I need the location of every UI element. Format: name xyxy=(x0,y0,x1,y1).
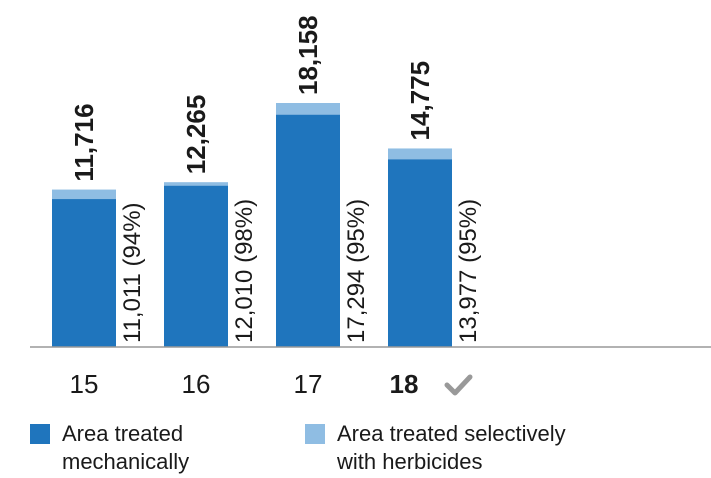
bar-mechanical-16 xyxy=(164,185,228,347)
total-label-16: 12,265 xyxy=(181,95,211,175)
mechanical-label-15: 11,011 (94%) xyxy=(119,202,146,343)
legend-label-herbicide-line2: with herbicides xyxy=(337,449,483,474)
mechanical-label-17: 17,294 (95%) xyxy=(343,199,370,343)
legend-label-mechanical-line1: Area treated xyxy=(62,421,184,446)
legend-item-herbicide: Area treated selectively with herbicides xyxy=(305,420,566,476)
mechanical-label-18: 13,977 (95%) xyxy=(455,199,482,343)
mechanical-label-16: 12,010 (98%) xyxy=(231,199,258,343)
bar-herbicide-18 xyxy=(388,148,452,160)
total-label-18: 14,775 xyxy=(405,61,435,141)
bar-mechanical-17 xyxy=(276,114,340,347)
bar-mechanical-15 xyxy=(52,199,116,347)
legend-swatch-herbicide xyxy=(305,424,325,444)
year-label-18: 18 xyxy=(390,369,419,399)
bar-chart: 11,716 11,011 (94%) 15 12,265 12,010 (98%) 16… xyxy=(30,15,711,399)
bar-mechanical-18 xyxy=(388,159,452,347)
year-label-17: 17 xyxy=(294,369,323,399)
checkmark-icon xyxy=(444,374,473,396)
bar-herbicide-16 xyxy=(164,182,228,186)
legend-label-mechanical: Area treated mechanically xyxy=(62,420,189,476)
total-label-17: 18,158 xyxy=(293,15,323,95)
year-label-15: 15 xyxy=(70,369,99,399)
legend-label-herbicide-line1: Area treated selectively xyxy=(337,421,566,446)
legend-label-herbicide: Area treated selectively with herbicides xyxy=(337,420,566,476)
legend-item-mechanical: Area treated mechanically xyxy=(30,420,189,476)
legend-swatch-mechanical xyxy=(30,424,50,444)
total-label-15: 11,716 xyxy=(69,103,99,181)
bar-herbicide-17 xyxy=(276,103,340,115)
legend-label-mechanical-line2: mechanically xyxy=(62,449,190,474)
chart-legend: Area treated mechanically Area treated s… xyxy=(30,420,690,476)
bar-herbicide-15 xyxy=(52,189,116,200)
year-label-16: 16 xyxy=(182,369,211,399)
